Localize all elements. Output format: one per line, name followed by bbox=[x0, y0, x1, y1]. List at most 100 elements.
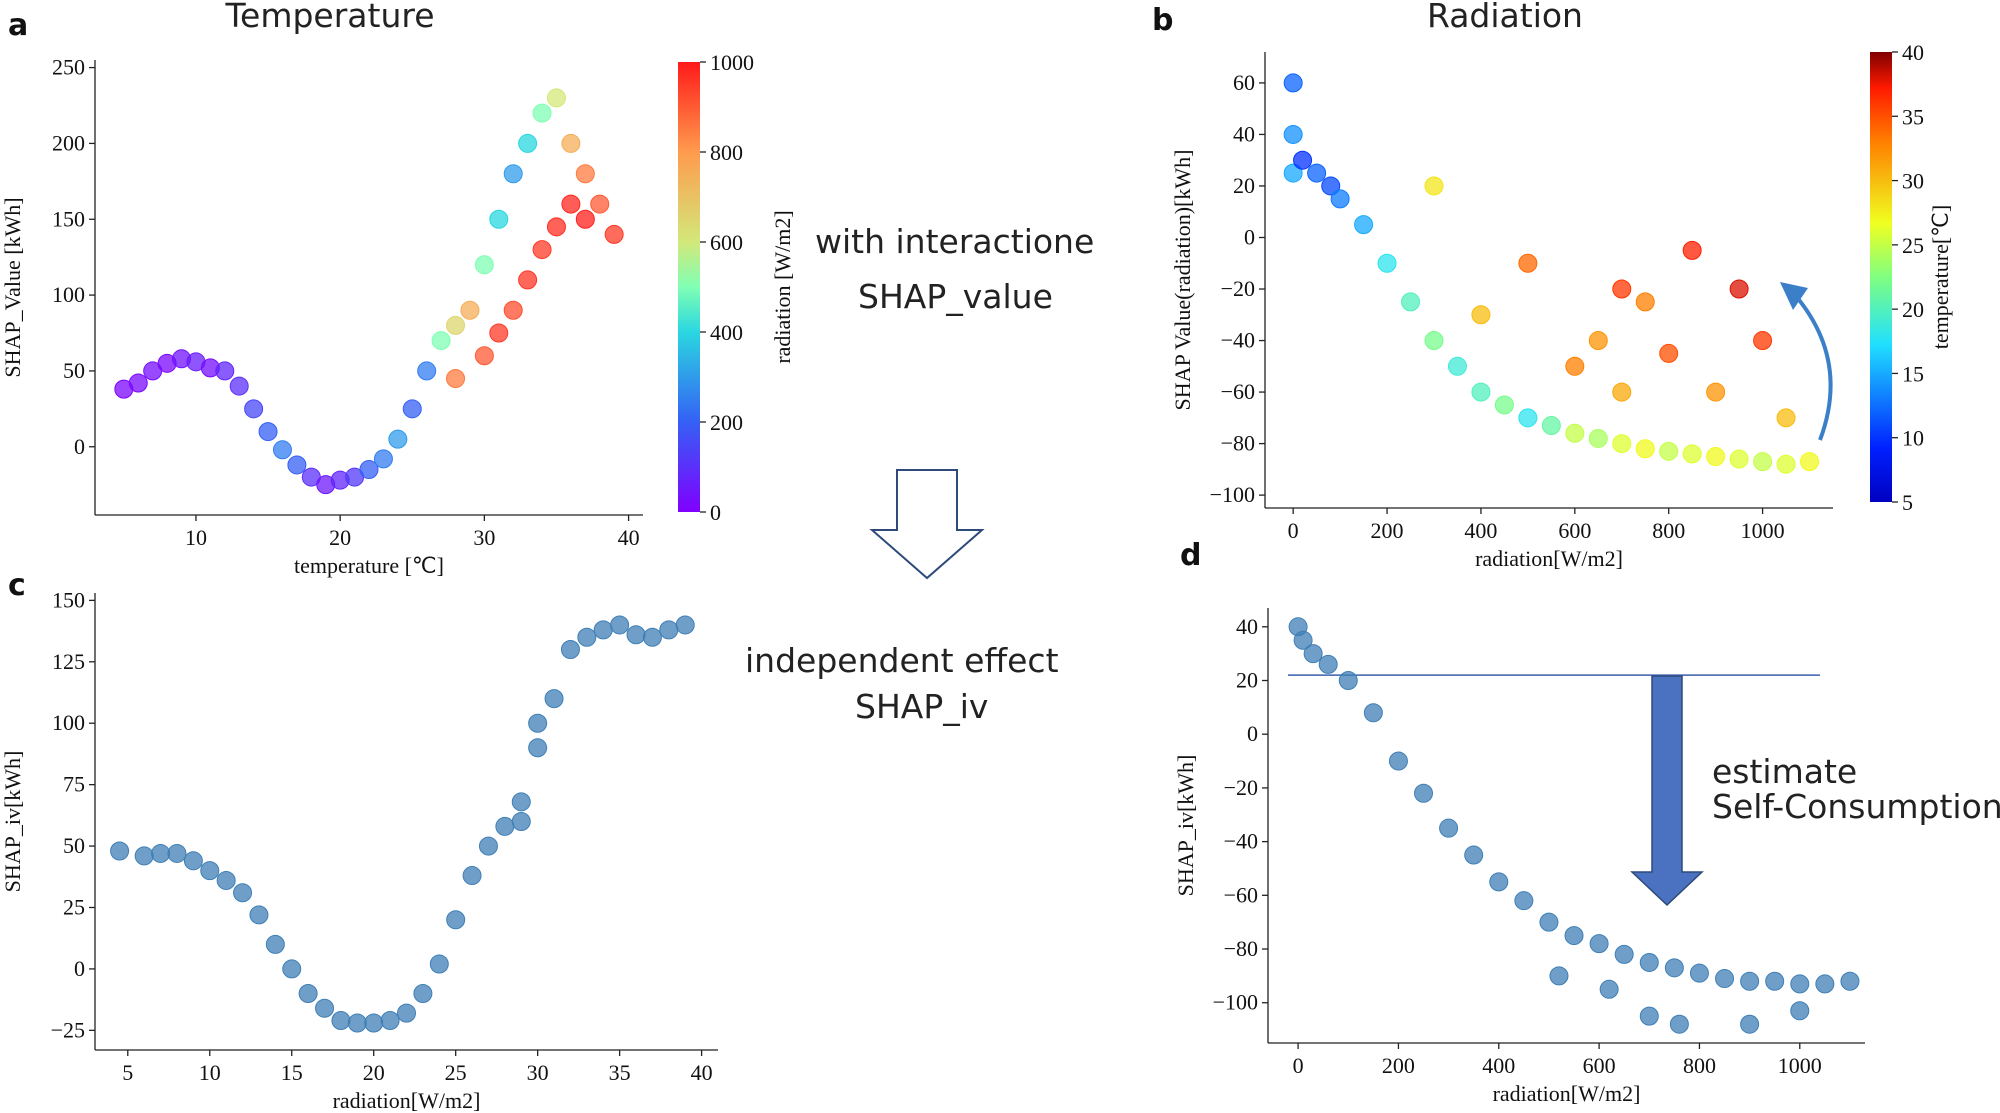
panel-a-title: Temperature bbox=[224, 0, 434, 35]
data-point bbox=[1424, 331, 1444, 351]
data-point bbox=[1589, 934, 1609, 954]
data-point bbox=[287, 455, 307, 475]
data-point bbox=[626, 625, 646, 645]
data-point bbox=[183, 851, 203, 871]
y-tick-label: 100 bbox=[52, 710, 85, 735]
y-tick-label: −40 bbox=[1224, 829, 1258, 854]
colorbar-b-ticks: 5 10 15 20 25 30 35 40 bbox=[1892, 40, 1924, 515]
data-point bbox=[1494, 395, 1514, 415]
data-point bbox=[1471, 382, 1491, 402]
x-tick-label: 10 bbox=[199, 1060, 221, 1085]
x-tick-label: 35 bbox=[609, 1060, 631, 1085]
y-tick-label: −80 bbox=[1224, 936, 1258, 961]
data-point bbox=[265, 934, 285, 954]
data-point bbox=[604, 224, 624, 244]
data-point bbox=[402, 399, 422, 419]
data-point bbox=[359, 460, 379, 479]
y-tick-label: 0 bbox=[74, 956, 85, 981]
data-point bbox=[215, 361, 235, 381]
temperature-scatter-chart: 10 20 30 40 0 50 100 150 200 250 temperature [℃] SH… bbox=[0, 55, 643, 578]
interaction-text-line1: with interactione bbox=[815, 222, 1094, 261]
data-point bbox=[1541, 416, 1561, 436]
data-point bbox=[489, 209, 509, 229]
y-tick-label: 125 bbox=[52, 649, 85, 674]
data-point bbox=[1790, 1001, 1810, 1021]
data-point bbox=[1612, 279, 1632, 299]
panel-a-label: a bbox=[8, 8, 28, 43]
colorbar-tick-label: 600 bbox=[710, 230, 743, 255]
colorbar-tick-label: 0 bbox=[710, 500, 721, 525]
data-point bbox=[347, 1013, 367, 1033]
y-tick-label: 50 bbox=[63, 358, 85, 383]
data-point bbox=[1715, 969, 1735, 989]
data-point bbox=[1377, 253, 1397, 273]
data-point bbox=[373, 449, 393, 469]
y-tick-label: 75 bbox=[63, 772, 85, 797]
data-point bbox=[429, 954, 449, 974]
colorbar-tick-label: 30 bbox=[1902, 169, 1924, 194]
data-point bbox=[478, 836, 498, 856]
data-point bbox=[1549, 966, 1569, 986]
data-point bbox=[610, 615, 630, 635]
temperature-independent-effect-chart: 5 10 15 20 25 30 35 40 −25 0 25 50 75 100 125 150 radiat… bbox=[0, 587, 718, 1113]
x-tick-label: 30 bbox=[527, 1060, 549, 1085]
data-point bbox=[1706, 382, 1726, 402]
x-axis-label: temperature [℃] bbox=[294, 553, 444, 578]
y-tick-label: 40 bbox=[1236, 614, 1258, 639]
data-point bbox=[167, 843, 187, 863]
data-point bbox=[1424, 176, 1444, 196]
data-point bbox=[575, 164, 595, 184]
data-point bbox=[1706, 446, 1726, 466]
data-point bbox=[1599, 979, 1619, 999]
data-point bbox=[1514, 891, 1534, 911]
data-point bbox=[1439, 818, 1459, 838]
colorbar-tick-label: 800 bbox=[710, 140, 743, 165]
interaction-text-line2: SHAP_value bbox=[858, 277, 1053, 316]
data-point bbox=[518, 133, 538, 153]
data-point bbox=[1612, 382, 1632, 402]
data-point bbox=[249, 905, 269, 925]
data-point bbox=[151, 843, 171, 863]
data-point bbox=[331, 1011, 351, 1031]
y-axis-label: SHAP_Value [kWh] bbox=[0, 197, 25, 377]
x-tick-label: 20 bbox=[363, 1060, 385, 1085]
x-tick-label: 15 bbox=[281, 1060, 303, 1085]
panel-d-label: d bbox=[1180, 538, 1201, 573]
data-point bbox=[503, 164, 523, 184]
data-point bbox=[1664, 958, 1684, 978]
x-tick-label: 25 bbox=[445, 1060, 467, 1085]
data-point bbox=[1689, 963, 1709, 983]
data-point bbox=[1293, 150, 1313, 170]
data-point bbox=[380, 1011, 400, 1031]
estimate-text-line1: estimate bbox=[1712, 752, 1857, 791]
data-point bbox=[1729, 449, 1749, 469]
data-point bbox=[1659, 441, 1679, 461]
data-point bbox=[518, 270, 538, 290]
colorbar-tick-label: 15 bbox=[1902, 361, 1924, 386]
data-point bbox=[282, 959, 302, 979]
data-point bbox=[1682, 240, 1702, 260]
data-point bbox=[1614, 944, 1634, 964]
data-point bbox=[659, 620, 679, 640]
colorbar-tick-label: 20 bbox=[1902, 297, 1924, 322]
data-point bbox=[1565, 356, 1585, 376]
data-point bbox=[134, 846, 154, 866]
data-point bbox=[446, 315, 466, 335]
data-point bbox=[1464, 845, 1484, 865]
data-point bbox=[1564, 926, 1584, 946]
data-point bbox=[216, 870, 236, 890]
y-tick-label: −100 bbox=[1213, 990, 1258, 1015]
data-point bbox=[1330, 189, 1350, 209]
data-point bbox=[1401, 292, 1421, 312]
data-point bbox=[511, 792, 531, 812]
data-point bbox=[1669, 1014, 1689, 1034]
x-tick-label: 800 bbox=[1683, 1053, 1716, 1078]
y-tick-label: −40 bbox=[1221, 328, 1255, 353]
y-tick-label: 25 bbox=[63, 894, 85, 919]
data-point bbox=[495, 816, 515, 836]
data-point bbox=[561, 194, 581, 214]
data-point bbox=[128, 373, 148, 393]
x-tick-label: 1000 bbox=[1741, 518, 1785, 543]
data-point bbox=[1612, 434, 1632, 454]
x-tick-label: 5 bbox=[122, 1060, 133, 1085]
